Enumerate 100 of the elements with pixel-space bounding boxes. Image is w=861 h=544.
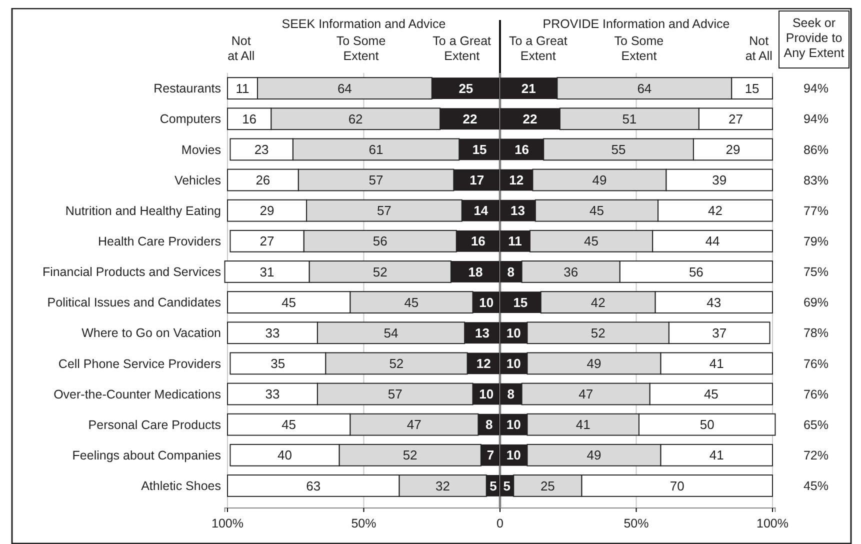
data-label: 16 [514, 142, 530, 157]
data-label: 16 [242, 111, 257, 126]
data-label: 10 [479, 294, 494, 310]
data-label: 52 [372, 264, 388, 280]
series-label: Not at All [745, 34, 772, 63]
data-label: 51 [622, 111, 637, 126]
data-label: 22 [462, 111, 478, 126]
text: 83% [803, 173, 829, 188]
data-label: 42 [590, 294, 606, 310]
series-label: To a Great Extent [508, 34, 568, 63]
y-tick-label: Personal Care Products [88, 418, 221, 432]
data-label: 13 [475, 325, 490, 340]
series-label: To a Great Extent [432, 34, 492, 63]
data-label: 23 [254, 142, 269, 157]
data-label: 52 [590, 325, 606, 340]
chart-title: PROVIDE Information and Advice [542, 17, 730, 31]
y-tick-label: Political Issues and Candidates [47, 296, 221, 310]
data-label: 45 [282, 294, 296, 310]
data-label: 33 [265, 386, 280, 402]
data-label: 11 [508, 234, 522, 249]
data-label: 22 [522, 111, 538, 126]
text: 45% [803, 479, 829, 494]
data-label: 35 [270, 356, 286, 371]
data-label: 57 [376, 203, 392, 218]
y-tick-label: Financial Products and Services [42, 265, 221, 280]
data-label: 70 [670, 478, 684, 494]
data-label: 41 [709, 448, 724, 463]
x-tick-label: 100% [212, 516, 244, 530]
data-label: 29 [726, 142, 740, 157]
data-label: 45 [590, 203, 604, 218]
data-label: 15 [744, 80, 760, 96]
y-tick-label: Health Care Providers [98, 234, 221, 249]
text: 65% [803, 418, 829, 432]
data-label: 27 [728, 111, 743, 126]
series-label: To Some Extent [336, 34, 386, 63]
data-label: 11 [236, 80, 250, 96]
data-label: 45 [584, 234, 599, 249]
data-label: 45 [704, 386, 718, 402]
data-label: 36 [564, 264, 578, 280]
data-label: 25 [540, 478, 555, 494]
data-label: 47 [406, 417, 422, 432]
y-tick-label: Restaurants [154, 82, 221, 96]
chart-title: SEEK Information and Advice [282, 17, 446, 31]
text: 78% [803, 326, 829, 340]
data-label: 42 [708, 203, 723, 218]
x-tick-label: 50% [624, 516, 649, 530]
data-label: 13 [510, 203, 525, 218]
y-tick-label: Movies [181, 142, 221, 157]
text: 76% [803, 387, 829, 402]
y-tick-label: Nutrition and Healthy Eating [65, 204, 222, 218]
x-tick-label: 50% [351, 516, 376, 530]
data-label: 43 [706, 294, 722, 310]
data-label: 47 [578, 386, 594, 402]
data-label: 55 [611, 142, 626, 157]
data-label: 7 [486, 448, 494, 463]
y-tick-label: Cell Phone Service Providers [58, 356, 221, 371]
data-label: 16 [470, 234, 486, 249]
data-label: 57 [388, 386, 402, 402]
data-label: 32 [436, 478, 450, 494]
y-tick-label: Computers [160, 112, 221, 126]
data-label: 64 [637, 80, 652, 96]
data-label: 52 [389, 356, 404, 371]
data-label: 50 [700, 417, 714, 432]
data-label: 49 [586, 356, 602, 371]
y-tick-label: Where to Go on Vacation [82, 326, 222, 340]
data-label: 27 [260, 234, 274, 249]
data-label: 39 [712, 172, 727, 188]
series-label: To Some Extent [614, 34, 664, 63]
x-tick-label: 0 [496, 516, 504, 530]
data-label: 15 [472, 142, 487, 157]
data-label: 56 [372, 234, 388, 249]
data-label: 29 [260, 203, 274, 218]
data-label: 8 [507, 386, 515, 402]
data-label: 41 [576, 417, 590, 432]
data-label: 10 [506, 417, 521, 432]
text: Seek or Provide to Any Extent [784, 16, 845, 60]
data-label: 54 [384, 325, 398, 340]
x-tick-label: 100% [756, 516, 788, 530]
data-label: 41 [709, 356, 724, 371]
data-label: 64 [337, 80, 352, 96]
data-label: 26 [256, 172, 270, 188]
y-tick-label: Feelings about Companies [72, 448, 221, 463]
data-label: 10 [506, 325, 521, 340]
data-label: 10 [506, 448, 521, 463]
text: 75% [803, 265, 829, 280]
data-label: 44 [705, 234, 720, 249]
data-label: 5 [503, 478, 510, 494]
data-label: 5 [490, 478, 497, 494]
data-label: 21 [521, 80, 536, 96]
data-label: 33 [265, 325, 280, 340]
data-label: 49 [592, 172, 607, 188]
data-label: 52 [402, 448, 418, 463]
text: 79% [803, 234, 829, 249]
y-tick-label: Over-the-Counter Medications [54, 387, 221, 402]
data-label: 17 [470, 172, 484, 188]
data-label: 57 [368, 172, 384, 188]
text: 72% [803, 448, 829, 463]
data-label: 37 [712, 325, 727, 340]
series-label: Not at All [228, 34, 255, 63]
data-label: 40 [277, 448, 292, 463]
